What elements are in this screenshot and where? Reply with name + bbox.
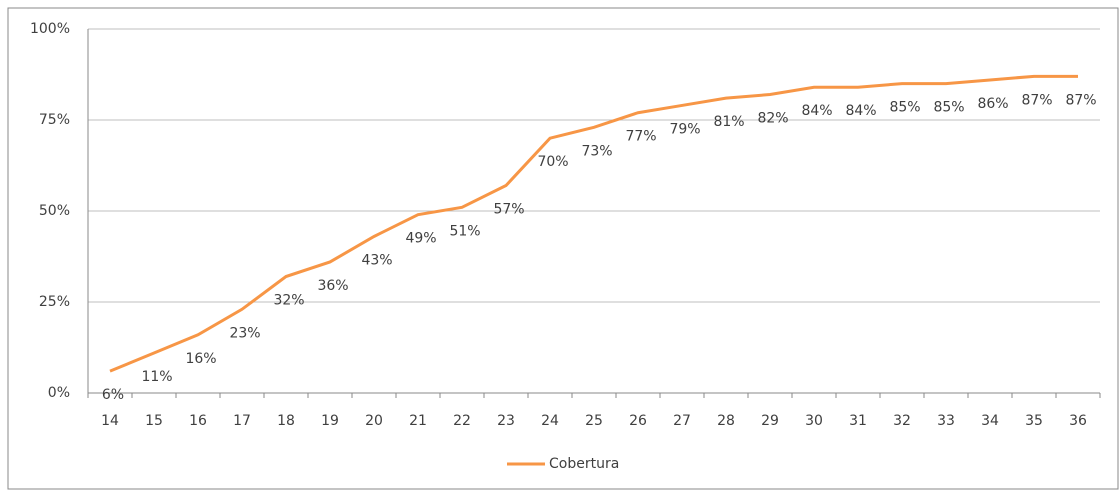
- data-label: 57%: [493, 202, 524, 218]
- data-label: 87%: [1065, 92, 1096, 108]
- data-label: 23%: [229, 325, 260, 341]
- x-tick-label: 19: [321, 413, 339, 429]
- y-tick-label: 25%: [39, 294, 70, 310]
- x-tick-label: 29: [761, 413, 779, 429]
- x-tick-label: 33: [937, 413, 955, 429]
- x-tick-label: 21: [409, 413, 427, 429]
- y-tick-label: 50%: [39, 203, 70, 219]
- data-label: 85%: [889, 100, 920, 116]
- x-tick-label: 17: [233, 413, 251, 429]
- x-tick-label: 34: [981, 413, 999, 429]
- x-tick-label: 27: [673, 413, 691, 429]
- data-label: 11%: [141, 369, 172, 385]
- x-tick-label: 15: [145, 413, 163, 429]
- data-label: 51%: [449, 223, 480, 239]
- x-tick-label: 20: [365, 413, 383, 429]
- y-tick-label: 75%: [39, 112, 70, 128]
- series-line: [109, 74, 1078, 373]
- data-label: 43%: [361, 252, 392, 268]
- data-label: 32%: [273, 293, 304, 309]
- x-tick-label: 36: [1069, 413, 1087, 429]
- x-tick-label: 25: [585, 413, 603, 429]
- x-tick-label: 18: [277, 413, 295, 429]
- data-label: 84%: [801, 103, 832, 119]
- data-label: 70%: [537, 154, 568, 170]
- data-label: 49%: [405, 231, 436, 247]
- data-label: 84%: [845, 103, 876, 119]
- x-tick-label: 22: [453, 413, 471, 429]
- data-label: 36%: [317, 278, 348, 294]
- data-label: 77%: [625, 129, 656, 145]
- data-label: 79%: [669, 121, 700, 137]
- data-label: 87%: [1021, 92, 1052, 108]
- data-label: 73%: [581, 143, 612, 159]
- x-tick-label: 32: [893, 413, 911, 429]
- data-label: 6%: [102, 387, 124, 403]
- data-label: 81%: [713, 114, 744, 130]
- x-tick-label: 14: [101, 413, 119, 429]
- x-tick-label: 26: [629, 413, 647, 429]
- y-tick-label: 100%: [30, 21, 70, 37]
- y-tick-label: 0%: [48, 385, 70, 401]
- legend-label: Cobertura: [549, 456, 619, 472]
- x-tick-label: 35: [1025, 413, 1043, 429]
- data-label: 86%: [977, 96, 1008, 112]
- data-label: 85%: [933, 100, 964, 116]
- data-label: 82%: [757, 111, 788, 127]
- x-tick-label: 16: [189, 413, 207, 429]
- data-label: 16%: [185, 351, 216, 367]
- x-tick-label: 24: [541, 413, 559, 429]
- chart-frame: [7, 7, 1119, 490]
- x-tick-label: 23: [497, 413, 515, 429]
- x-tick-label: 28: [717, 413, 735, 429]
- x-tick-label: 31: [849, 413, 867, 429]
- x-tick-label: 30: [805, 413, 823, 429]
